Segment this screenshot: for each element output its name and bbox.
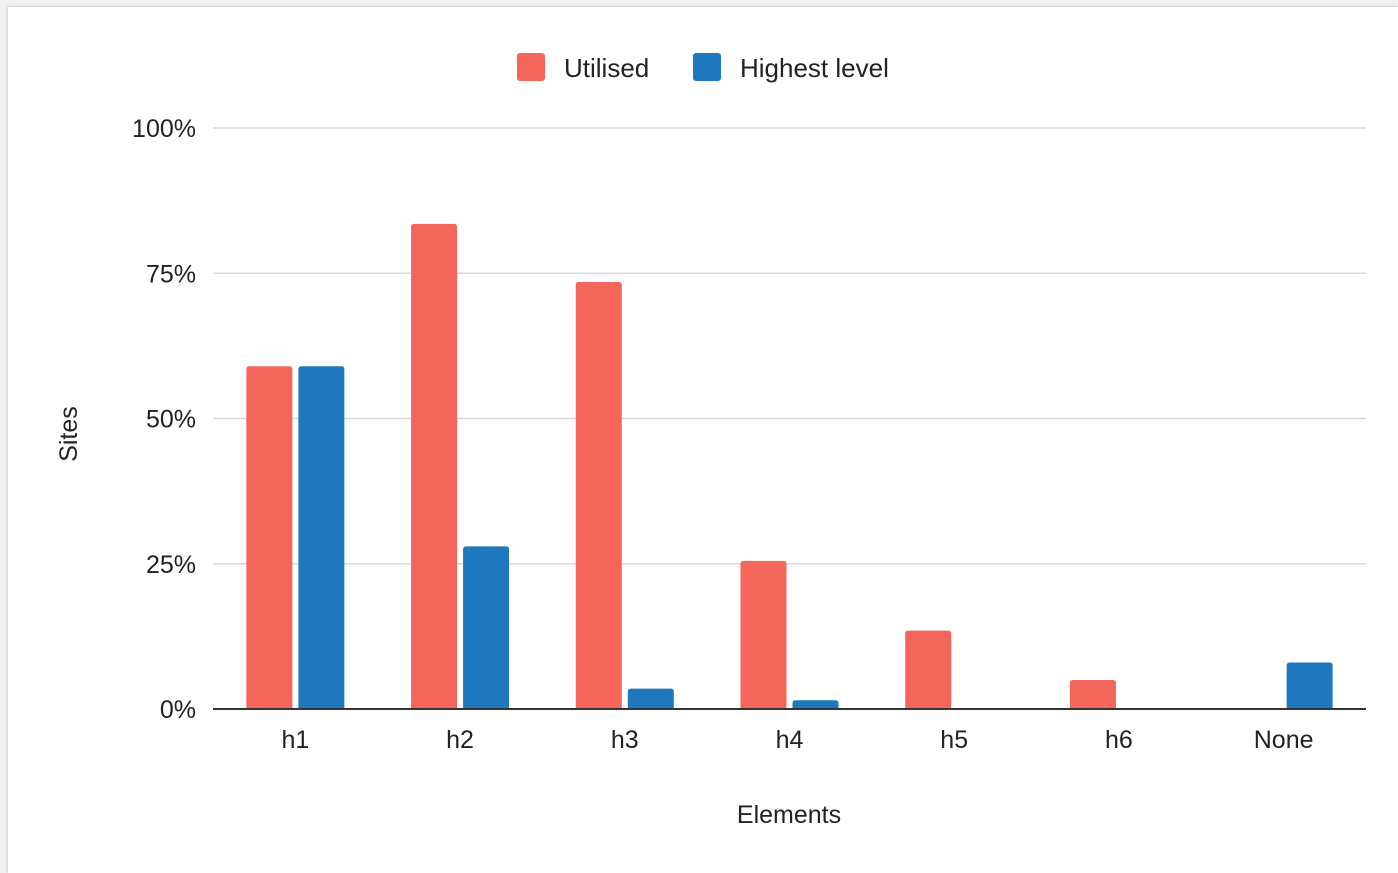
x-tick-label: h3 <box>611 726 639 754</box>
bar-highest-level-none <box>1286 662 1333 709</box>
legend-swatch-highest-level <box>693 53 721 81</box>
y-axis-title: Sites <box>55 406 83 462</box>
x-tick-label: h2 <box>446 726 474 754</box>
bar-utilised-h2 <box>411 223 458 710</box>
x-axis-title: Elements <box>737 801 841 829</box>
gridlines <box>213 127 1366 565</box>
axes: 0% 25% 50% 75% 100% h1 h2 h3 h4 h5 h6 None <box>132 115 1366 754</box>
bar-utilised-h1 <box>246 366 293 709</box>
bars <box>246 223 1333 710</box>
legend-label-highest-level: Highest level <box>740 53 889 83</box>
bar-highest-level-h4 <box>792 700 839 709</box>
bar-utilised-h6 <box>1069 679 1116 709</box>
bar-highest-level-h3 <box>627 688 674 709</box>
y-tick-label: 75% <box>146 260 196 288</box>
x-tick-label: h4 <box>776 726 804 754</box>
bar-utilised-h4 <box>740 560 787 709</box>
y-tick-label: 100% <box>132 115 196 143</box>
bar-highest-level-h1 <box>298 366 345 709</box>
y-tick-label: 25% <box>146 551 196 579</box>
x-tick-label: h5 <box>940 726 968 754</box>
chart-card: 0% 25% 50% 75% 100% h1 h2 h3 h4 h5 h6 None Utilised… <box>8 7 1398 873</box>
bar-utilised-h5 <box>905 630 952 709</box>
y-tick-label: 50% <box>146 406 196 434</box>
bar-utilised-h3 <box>575 281 622 709</box>
x-tick-label: None <box>1254 726 1314 754</box>
legend: Utilised Highest level <box>517 53 889 83</box>
x-tick-label: h1 <box>281 726 309 754</box>
bar-chart: 0% 25% 50% 75% 100% h1 h2 h3 h4 h5 h6 None Utilised… <box>55 53 1366 829</box>
x-tick-label: h6 <box>1105 726 1133 754</box>
bar-highest-level-h2 <box>463 546 510 709</box>
legend-swatch-utilised <box>517 53 545 81</box>
legend-label-utilised: Utilised <box>564 53 649 83</box>
y-tick-label: 0% <box>160 696 196 724</box>
